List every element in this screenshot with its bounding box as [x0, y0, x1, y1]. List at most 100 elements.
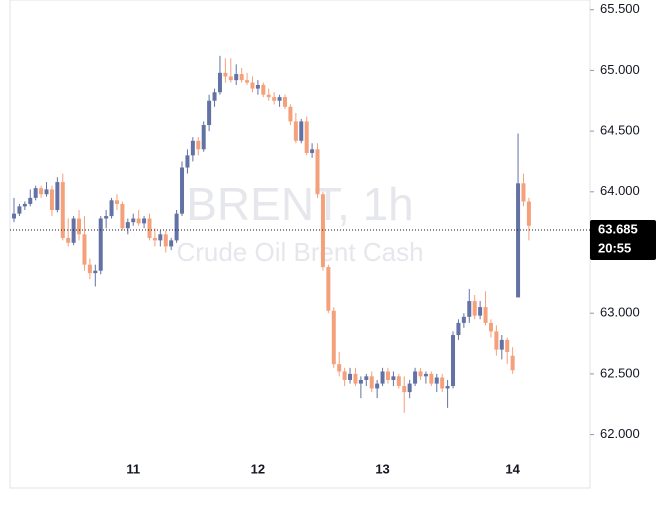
candle-body — [418, 371, 423, 377]
candle-body — [385, 371, 390, 380]
candle-body — [288, 106, 293, 122]
candle-body — [526, 201, 531, 226]
candle-body — [396, 376, 401, 387]
candle-body — [174, 213, 179, 241]
candle-body — [320, 194, 325, 268]
candle-body — [142, 218, 147, 224]
candle-body — [364, 376, 369, 380]
y-tick-label: 65.500 — [600, 1, 640, 16]
candle-body — [196, 140, 201, 150]
candle-body — [98, 218, 103, 271]
candle-body — [109, 200, 114, 217]
candle-body — [407, 383, 412, 393]
candle-body — [342, 371, 347, 380]
candle-body — [17, 206, 22, 214]
candle-body — [207, 100, 212, 126]
candle-body — [315, 149, 320, 195]
candle-body — [158, 234, 163, 241]
candle-body — [326, 267, 331, 311]
candle-body — [461, 316, 466, 323]
candle-body — [33, 188, 38, 198]
y-tick-label: 62.000 — [600, 426, 640, 441]
watermark-subtitle: Crude Oil Brent Cash — [176, 237, 423, 267]
candle-body — [71, 218, 76, 243]
candle-body — [104, 216, 109, 219]
candle-body — [180, 167, 185, 214]
x-tick-label: 14 — [505, 461, 520, 476]
candle-body — [348, 373, 353, 380]
candle-body — [60, 182, 65, 238]
countdown-label: 20:55 — [598, 240, 631, 255]
candle-body — [353, 373, 358, 384]
candle-body — [331, 310, 336, 365]
candle-body — [255, 84, 260, 89]
candle-body — [277, 97, 282, 101]
candle-body — [337, 364, 342, 372]
candle-body — [451, 335, 456, 387]
candle-body — [136, 218, 141, 224]
candle-body — [483, 307, 488, 323]
candle-body — [369, 376, 374, 389]
candle-body — [391, 376, 396, 380]
candle-body — [413, 371, 418, 384]
candle-body — [228, 76, 233, 81]
x-tick-label: 11 — [126, 461, 140, 476]
candle-body — [120, 203, 125, 229]
candle-body — [402, 386, 407, 393]
candle-body — [499, 339, 504, 350]
candle-body — [478, 307, 483, 316]
candle-body — [234, 74, 239, 81]
candle-body — [185, 155, 190, 168]
candle-body — [163, 234, 168, 247]
candle-body — [49, 189, 54, 211]
candle-body — [212, 92, 217, 101]
candle-body — [266, 94, 271, 98]
candle-body — [516, 183, 521, 298]
candle-body — [147, 218, 152, 238]
candle-body — [22, 203, 27, 207]
candle-body — [201, 125, 206, 150]
candle-body — [429, 373, 434, 384]
candle-body — [66, 237, 71, 243]
candle-body — [77, 218, 82, 235]
candle-body — [440, 377, 445, 389]
y-tick-label: 65.000 — [600, 62, 640, 77]
candle-body — [456, 322, 461, 336]
last-price-label: 63.685 — [598, 221, 638, 236]
candle-body — [261, 84, 266, 95]
candle-body — [190, 140, 195, 156]
candle-body — [12, 213, 16, 219]
candle-body — [494, 331, 499, 350]
y-tick-label: 62.500 — [600, 365, 640, 380]
candle-body — [245, 80, 250, 83]
candle-body — [283, 97, 287, 107]
candle-body — [293, 121, 298, 141]
candle-body — [87, 264, 92, 274]
candle-body — [304, 121, 309, 153]
candle-body — [358, 379, 363, 384]
candle-body — [125, 222, 130, 229]
candle-body — [505, 339, 510, 353]
candle-body — [28, 197, 33, 204]
candle-body — [299, 121, 304, 141]
candle-body — [272, 97, 277, 101]
y-tick-label: 64.500 — [600, 123, 640, 138]
candle-body — [445, 386, 450, 389]
candle-body — [380, 371, 385, 384]
candle-body — [131, 218, 136, 223]
last-price-box — [590, 220, 656, 261]
candle-body — [93, 270, 98, 274]
candle-body — [82, 234, 87, 265]
y-tick-label: 64.000 — [600, 183, 640, 198]
candle-body — [55, 182, 60, 211]
candle-body — [521, 183, 526, 202]
y-tick-label: 63.000 — [600, 305, 640, 320]
candle-body — [472, 301, 477, 316]
candle-body — [250, 82, 255, 89]
candle-body — [169, 240, 174, 247]
candle-body — [423, 373, 428, 377]
x-tick-label: 13 — [375, 461, 389, 476]
x-tick-label: 12 — [251, 461, 265, 476]
candle-body — [434, 377, 439, 384]
